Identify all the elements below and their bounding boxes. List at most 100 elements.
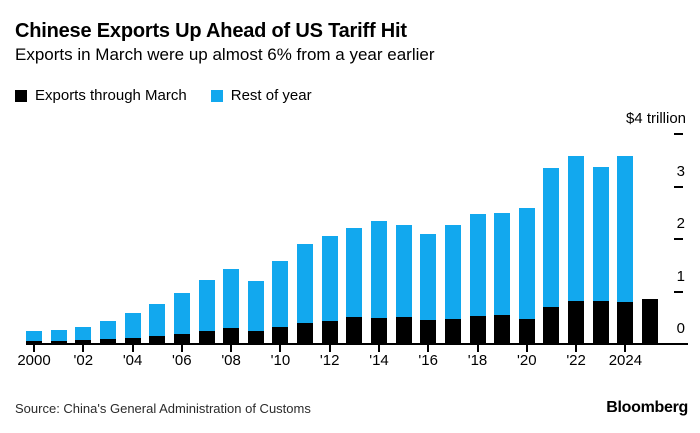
bar-2004-rest-segment <box>124 313 141 338</box>
chart-subtitle: Exports in March were up almost 6% from … <box>15 45 435 64</box>
legend-swatch-black-icon <box>15 89 27 102</box>
x-tick-2024 <box>624 345 627 352</box>
legend-label-rest-of-year: Rest of year <box>230 87 312 104</box>
bar-2004 <box>124 134 141 344</box>
bar-2011 <box>297 134 313 344</box>
legend-label-exports-through-march: Exports through March <box>35 87 187 104</box>
bar-2021 <box>543 134 560 344</box>
bar-2002 <box>75 134 92 344</box>
bar-2018-march-segment <box>469 315 486 344</box>
bar-2000-rest-segment <box>26 330 42 342</box>
bar-2023-rest-segment <box>592 166 609 301</box>
bar-2015-march-segment <box>395 317 412 344</box>
bar-2005-rest-segment <box>149 304 166 336</box>
bar-2015 <box>395 134 412 344</box>
x-axis-label-2000: 2000 <box>17 352 51 369</box>
x-axis-label-2006: '06 <box>172 352 192 369</box>
bar-2024-rest-segment <box>617 156 634 302</box>
bar-2006-march-segment <box>173 333 190 344</box>
bar-2006 <box>173 134 190 344</box>
bar-2019-rest-segment <box>494 212 511 316</box>
bar-2021-rest-segment <box>543 167 560 307</box>
x-tick-2000 <box>33 345 35 352</box>
x-tick-2014 <box>378 345 380 352</box>
y-axis-label-0: 0 <box>676 320 685 337</box>
bar-2016 <box>420 134 437 344</box>
x-tick-2008 <box>230 345 233 352</box>
source-note: Source: China's General Administration o… <box>15 401 311 416</box>
bar-2017 <box>444 134 461 344</box>
bar-2010 <box>272 134 289 344</box>
x-axis-label-2002: '02 <box>73 352 94 369</box>
legend-item-rest-of-year: Rest of year <box>210 87 312 104</box>
bar-2001-march-segment <box>50 340 67 344</box>
bar-2018-rest-segment <box>469 213 486 316</box>
bar-2001 <box>50 134 67 344</box>
x-axis-label-2014: '14 <box>369 352 389 369</box>
bar-2023 <box>592 134 609 344</box>
y-axis-top-label: $4 trillion <box>625 110 686 127</box>
bar-2012 <box>321 134 338 344</box>
bar-2006-rest-segment <box>173 293 190 334</box>
bar-2009-rest-segment <box>247 281 264 331</box>
bar-2017-rest-segment <box>444 225 461 319</box>
bar-2011-march-segment <box>297 323 313 344</box>
bar-2010-rest-segment <box>272 261 289 328</box>
bar-2020 <box>518 134 535 344</box>
bar-2007-march-segment <box>198 330 215 344</box>
x-axis-label-2022: '22 <box>566 352 586 369</box>
x-axis-label-2004: '04 <box>122 352 143 369</box>
bar-2016-rest-segment <box>420 233 437 321</box>
bar-2005 <box>149 134 166 344</box>
legend-swatch-blue-icon <box>210 89 223 102</box>
x-axis-label-2018: '18 <box>467 352 488 369</box>
bar-2007 <box>198 134 215 344</box>
bar-2025 <box>642 134 658 344</box>
bar-2015-rest-segment <box>395 224 412 318</box>
bar-2000 <box>26 134 42 344</box>
bar-2022 <box>568 134 585 344</box>
x-tick-2020 <box>525 345 528 352</box>
bar-2014-march-segment <box>371 318 387 344</box>
y-tick-4 <box>674 133 683 135</box>
bar-2003-march-segment <box>99 339 116 344</box>
bar-2013-rest-segment <box>346 227 363 318</box>
x-axis-line <box>26 343 688 345</box>
y-tick-2 <box>674 238 683 240</box>
bar-2020-rest-segment <box>518 208 535 319</box>
x-tick-2004 <box>131 345 134 352</box>
bar-2009-march-segment <box>247 330 264 344</box>
x-axis-label-2012: '12 <box>319 352 340 369</box>
plot-area <box>26 134 658 344</box>
bar-2002-march-segment <box>75 340 92 344</box>
bar-2012-rest-segment <box>321 236 338 322</box>
bar-2004-march-segment <box>124 337 141 344</box>
bar-2008-rest-segment <box>223 268 240 328</box>
bloomberg-logo: Bloomberg <box>606 399 688 416</box>
bar-2011-rest-segment <box>297 244 313 323</box>
bar-2019-march-segment <box>494 315 511 344</box>
x-tick-2018 <box>476 345 479 352</box>
bar-2003-rest-segment <box>99 320 116 340</box>
bar-2022-rest-segment <box>568 155 585 301</box>
legend-item-exports-through-march: Exports through March <box>15 87 187 104</box>
x-axis-label-2008: '08 <box>221 352 241 369</box>
bar-2020-march-segment <box>518 318 535 344</box>
x-axis-label-2010: '10 <box>270 352 291 369</box>
x-tick-2022 <box>575 345 578 352</box>
bar-2002-rest-segment <box>75 326 92 341</box>
bar-2013-march-segment <box>346 317 363 344</box>
bar-2008-march-segment <box>223 327 240 344</box>
bar-2024 <box>617 134 634 344</box>
bar-2018 <box>469 134 486 344</box>
y-axis-label-3: 3 <box>676 162 685 180</box>
bar-2009 <box>247 134 264 344</box>
bar-2013 <box>346 134 363 344</box>
x-tick-2006 <box>180 345 183 352</box>
bar-2012-march-segment <box>321 321 338 344</box>
bar-2001-rest-segment <box>50 329 67 341</box>
bar-2017-march-segment <box>444 318 461 344</box>
bar-2007-rest-segment <box>198 280 215 331</box>
bar-2008 <box>223 134 240 344</box>
